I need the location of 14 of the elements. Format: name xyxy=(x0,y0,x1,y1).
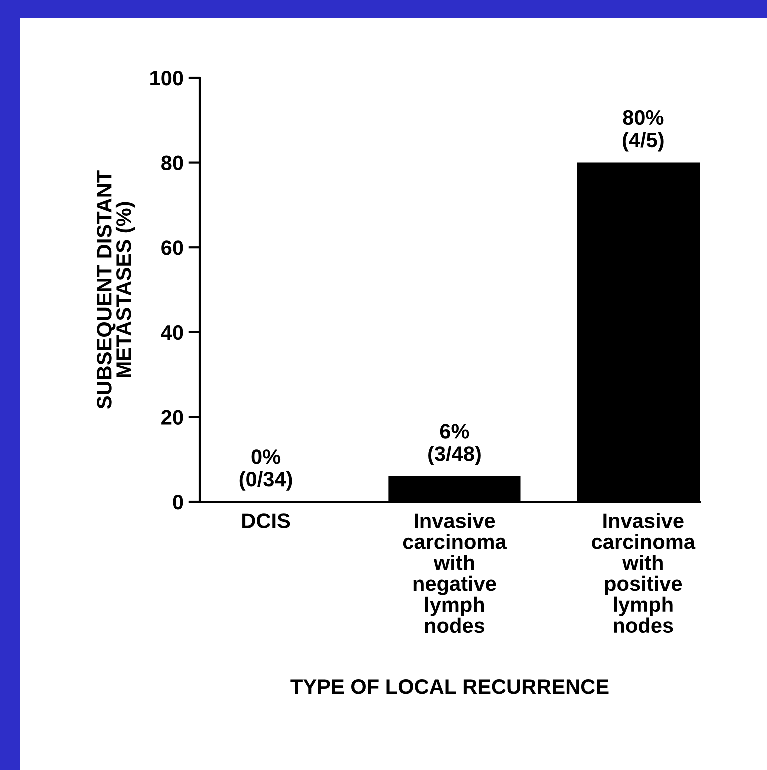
x-tick-label: Invasive carcinoma with positive lymph nodes xyxy=(592,513,696,634)
x-tick-label: DCIS xyxy=(242,514,290,528)
data-label: 6% (3/48) xyxy=(428,424,481,466)
y-axis-title: SUBSEQUENT DISTANT METASTASES (%) xyxy=(97,170,136,410)
x-axis-title: TYPE OF LOCAL RECURRENCE xyxy=(290,679,609,694)
y-tick-label: 80 xyxy=(162,156,184,171)
y-tick-label: 20 xyxy=(162,410,184,425)
y-tick-label: 60 xyxy=(162,240,184,256)
data-label: 0% (0/34) xyxy=(240,450,292,491)
data-label: 80% (4/5) xyxy=(623,110,664,152)
y-tick-label: 0 xyxy=(173,495,184,510)
x-tick-label: Invasive carcinoma with negative lymph nodes xyxy=(403,513,507,634)
y-tick-label: 40 xyxy=(161,325,184,340)
y-tick-label: 100 xyxy=(150,71,184,86)
